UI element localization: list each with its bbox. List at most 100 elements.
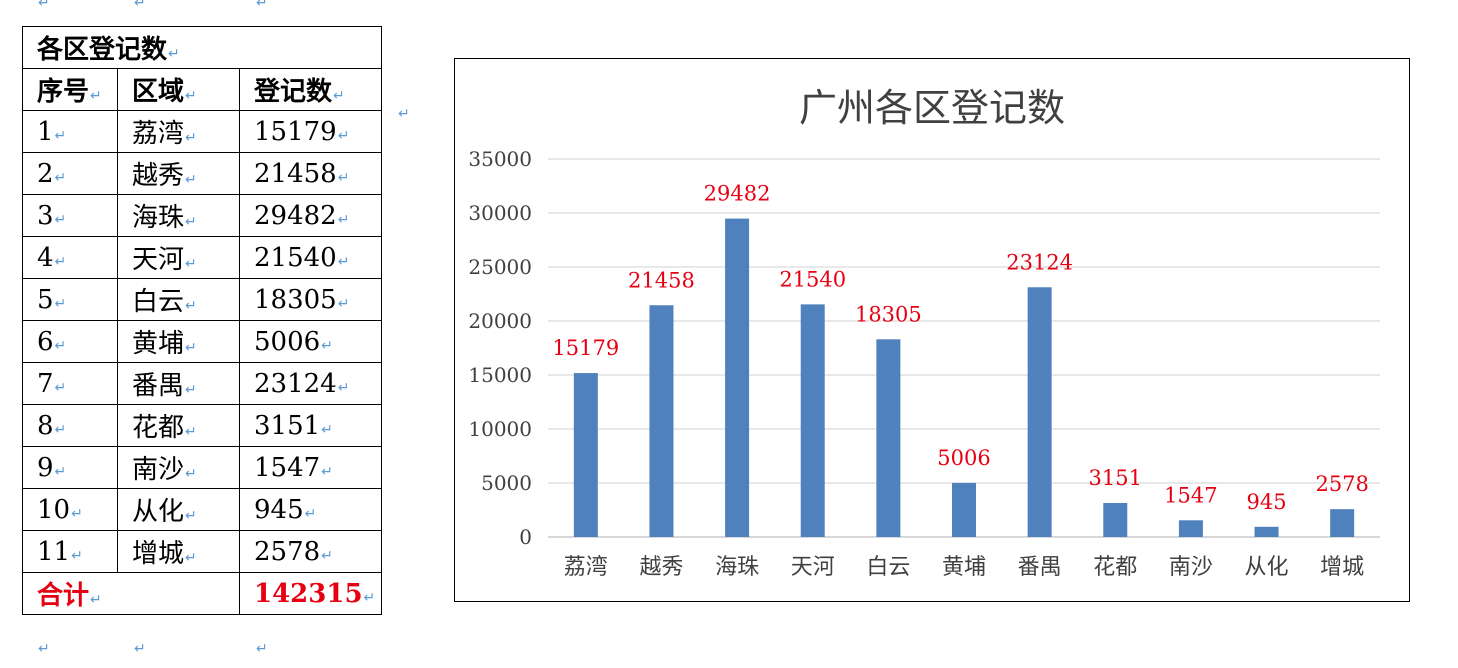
row-district[interactable]: 增城↵ [117, 530, 240, 573]
y-tick-label: 5000 [481, 471, 532, 495]
paragraph-mark-top-3: ↵ [256, 0, 268, 11]
row-count[interactable]: 2578↵ [239, 530, 382, 573]
row-district[interactable]: 番禺↵ [117, 362, 240, 405]
data-label: 3151 [1089, 466, 1142, 490]
x-tick-label: 南沙 [1169, 555, 1213, 580]
row-district[interactable]: 黄埔↵ [117, 320, 240, 363]
x-tick-label: 番禺 [1018, 555, 1062, 580]
y-tick-label: 35000 [468, 147, 532, 171]
header-district[interactable]: 区域↵ [117, 68, 240, 111]
y-tick-label: 15000 [468, 363, 532, 387]
data-label: 18305 [855, 302, 922, 326]
data-label: 29482 [704, 182, 771, 206]
paragraph-mark-right-of-table: ↵ [398, 106, 410, 122]
row-count[interactable]: 21458↵ [239, 152, 382, 195]
data-label: 2578 [1315, 472, 1368, 496]
data-label: 21540 [779, 267, 846, 291]
data-label: 15179 [552, 336, 619, 360]
row-index[interactable]: 11↵ [22, 530, 118, 573]
paragraph-mark-bottom-1: ↵ [38, 641, 50, 657]
bar [1027, 287, 1052, 537]
row-index[interactable]: 1↵ [22, 110, 118, 153]
paragraph-mark-top-2: ↵ [134, 0, 146, 11]
total-label[interactable]: 合计↵ [22, 572, 240, 615]
data-label: 945 [1246, 490, 1286, 514]
row-district[interactable]: 花都↵ [117, 404, 240, 447]
row-district[interactable]: 南沙↵ [117, 446, 240, 489]
bar [725, 218, 750, 537]
bar [573, 373, 598, 537]
row-district[interactable]: 越秀↵ [117, 152, 240, 195]
table-row: 3↵ 海珠↵ 29482↵ [22, 194, 382, 237]
row-index[interactable]: 8↵ [22, 404, 118, 447]
chart-title: 广州各区登记数 [798, 86, 1065, 130]
row-index[interactable]: 7↵ [22, 362, 118, 405]
data-label: 21458 [628, 268, 695, 292]
bar [1330, 509, 1355, 537]
row-count[interactable]: 945↵ [239, 488, 382, 531]
table-row: 6↵ 黄埔↵ 5006↵ [22, 320, 382, 363]
paragraph-mark-bottom-3: ↵ [256, 641, 268, 657]
table-row: 8↵ 花都↵ 3151↵ [22, 404, 382, 447]
table-row: 5↵ 白云↵ 18305↵ [22, 278, 382, 321]
row-district[interactable]: 荔湾↵ [117, 110, 240, 153]
x-tick-label: 海珠 [715, 555, 759, 580]
paragraph-mark-bottom-2: ↵ [134, 641, 146, 657]
row-count[interactable]: 15179↵ [239, 110, 382, 153]
bar [1178, 520, 1203, 537]
row-count[interactable]: 21540↵ [239, 236, 382, 279]
table-row: 7↵ 番禺↵ 23124↵ [22, 362, 382, 405]
y-tick-label: 10000 [468, 417, 532, 441]
x-tick-label: 白云 [866, 555, 910, 580]
row-index[interactable]: 9↵ [22, 446, 118, 489]
row-district[interactable]: 海珠↵ [117, 194, 240, 237]
row-count[interactable]: 3151↵ [239, 404, 382, 447]
bar-chart[interactable]: 广州各区登记数 0 5000 10000 15000 20000 25000 30000 35… [454, 58, 1410, 602]
table-caption[interactable]: 各区登记数↵ [22, 26, 382, 69]
y-tick-label: 25000 [468, 255, 532, 279]
x-tick-label: 黄埔 [942, 555, 986, 580]
x-tick-label: 越秀 [639, 555, 683, 580]
header-index[interactable]: 序号↵ [22, 68, 118, 111]
data-label: 1547 [1164, 483, 1217, 507]
table-total-row: 合计↵ 142315↵ [22, 572, 382, 615]
row-index[interactable]: 2↵ [22, 152, 118, 195]
row-index[interactable]: 4↵ [22, 236, 118, 279]
x-tick-label: 花都 [1093, 555, 1137, 580]
row-index[interactable]: 10↵ [22, 488, 118, 531]
table-row: 2↵ 越秀↵ 21458↵ [22, 152, 382, 195]
row-district[interactable]: 白云↵ [117, 278, 240, 321]
row-index[interactable]: 5↵ [22, 278, 118, 321]
bar [876, 339, 901, 537]
bar [1254, 526, 1279, 537]
header-count[interactable]: 登记数↵ [239, 68, 382, 111]
x-tick-label: 从化 [1245, 555, 1289, 580]
row-district[interactable]: 天河↵ [117, 236, 240, 279]
row-index[interactable]: 3↵ [22, 194, 118, 237]
table-row: 9↵ 南沙↵ 1547↵ [22, 446, 382, 489]
table-header-row: 序号↵ 区域↵ 登记数↵ [22, 68, 382, 111]
x-tick-label: 荔湾 [564, 555, 608, 580]
table-row: 1↵ 荔湾↵ 15179↵ [22, 110, 382, 153]
row-index[interactable]: 6↵ [22, 320, 118, 363]
total-value[interactable]: 142315↵ [239, 572, 382, 615]
registration-table: 各区登记数↵ 序号↵ 区域↵ 登记数↵ 1↵ 荔湾↵ 15179↵ 2↵ 越秀↵ 2145… [22, 26, 382, 615]
table-row: 10↵ 从化↵ 945↵ [22, 488, 382, 531]
x-tick-label: 增城 [1320, 555, 1364, 580]
chart-plot: 0 5000 10000 15000 20000 25000 30000 35000 15179… [468, 147, 1380, 580]
row-count[interactable]: 1547↵ [239, 446, 382, 489]
row-district[interactable]: 从化↵ [117, 488, 240, 531]
row-count[interactable]: 29482↵ [239, 194, 382, 237]
data-label: 5006 [937, 446, 990, 470]
table-row: 11↵ 增城↵ 2578↵ [22, 530, 382, 573]
paragraph-mark-top-1: ↵ [38, 0, 50, 11]
row-count[interactable]: 5006↵ [239, 320, 382, 363]
y-tick-label: 20000 [468, 309, 532, 333]
row-count[interactable]: 23124↵ [239, 362, 382, 405]
bar [649, 305, 674, 537]
x-tick-label: 天河 [791, 555, 835, 580]
table-row: 4↵ 天河↵ 21540↵ [22, 236, 382, 279]
row-count[interactable]: 18305↵ [239, 278, 382, 321]
bar [952, 482, 976, 537]
bar [1103, 502, 1128, 537]
